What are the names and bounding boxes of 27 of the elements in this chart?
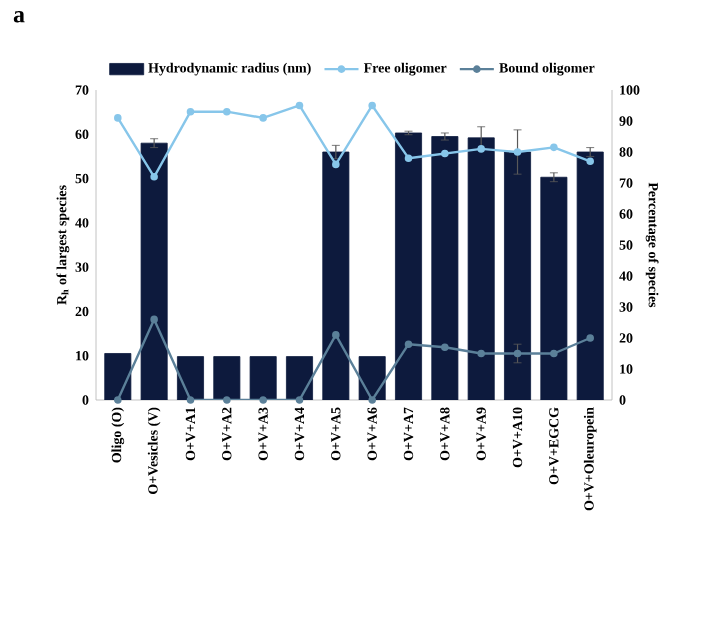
point <box>368 396 376 404</box>
point <box>150 315 158 324</box>
point <box>114 396 122 404</box>
point <box>114 114 122 122</box>
point <box>404 340 413 348</box>
point <box>223 396 231 404</box>
point <box>223 107 231 116</box>
point <box>368 101 376 110</box>
point <box>513 148 522 156</box>
point <box>550 143 558 152</box>
point <box>186 396 195 404</box>
point <box>150 173 158 181</box>
point <box>332 331 340 339</box>
point <box>441 343 449 352</box>
point <box>295 396 304 404</box>
point <box>259 114 267 122</box>
point <box>186 107 195 116</box>
point <box>586 334 594 342</box>
point <box>586 157 594 166</box>
text: a <box>13 11 25 23</box>
point <box>441 149 449 158</box>
point <box>295 101 304 110</box>
point <box>513 349 522 358</box>
point <box>259 396 267 404</box>
point <box>550 349 558 358</box>
point <box>404 154 413 162</box>
point <box>477 349 485 358</box>
